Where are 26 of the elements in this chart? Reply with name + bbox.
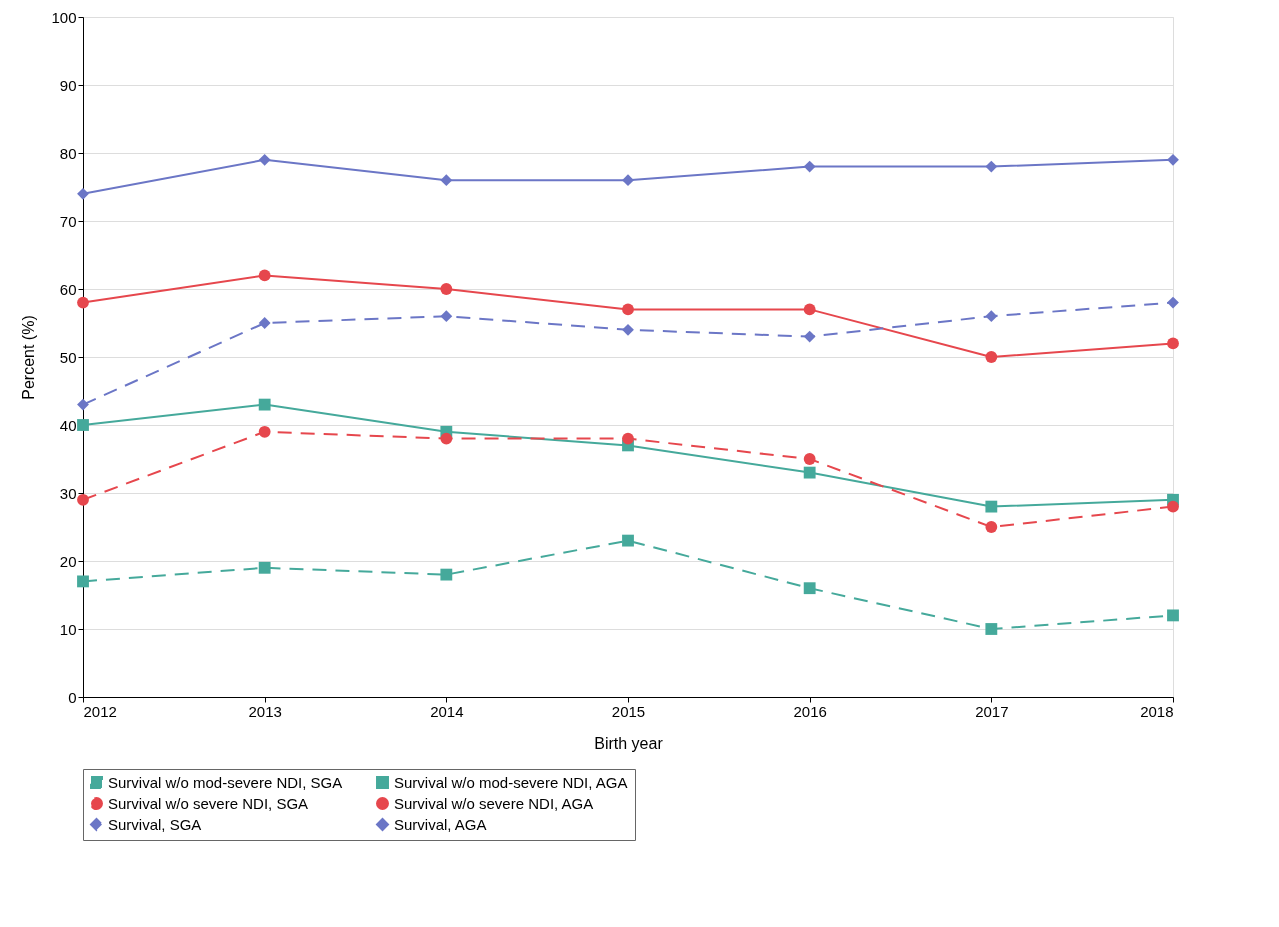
legend-label: Survival w/o mod-severe NDI, AGA [394, 773, 628, 791]
y-tick-label: 0 [68, 688, 77, 706]
y-tick-label: 10 [59, 620, 77, 638]
x-axis-title: Birth year [594, 734, 664, 752]
y-tick-label: 90 [59, 76, 77, 94]
y-tick-label: 30 [59, 484, 77, 502]
legend-label: Survival, AGA [394, 815, 487, 833]
x-tick-label: 2018 [1140, 702, 1174, 720]
legend-label: Survival w/o severe NDI, SGA [108, 794, 309, 812]
y-tick-label: 50 [59, 348, 77, 366]
legend-label: Survival, SGA [108, 815, 202, 833]
y-tick-label: 20 [59, 552, 77, 570]
x-tick-label: 2015 [611, 702, 646, 720]
x-tick-label: 2013 [248, 702, 282, 720]
y-tick-label: 70 [59, 212, 77, 230]
y-tick-label: 100 [51, 8, 77, 26]
x-tick-label: 2014 [430, 702, 464, 720]
x-tick-label: 2017 [975, 702, 1009, 720]
y-tick-label: 40 [59, 416, 77, 434]
y-tick-label: 80 [59, 144, 77, 162]
legend-label: Survival w/o severe NDI, AGA [394, 794, 594, 812]
y-axis-title: Percent (%) [20, 315, 38, 400]
x-tick-label: 2012 [83, 702, 117, 720]
y-tick-label: 60 [59, 280, 77, 298]
x-tick-label: 2016 [793, 702, 827, 720]
legend-label: Survival w/o mod-severe NDI, SGA [108, 773, 343, 791]
